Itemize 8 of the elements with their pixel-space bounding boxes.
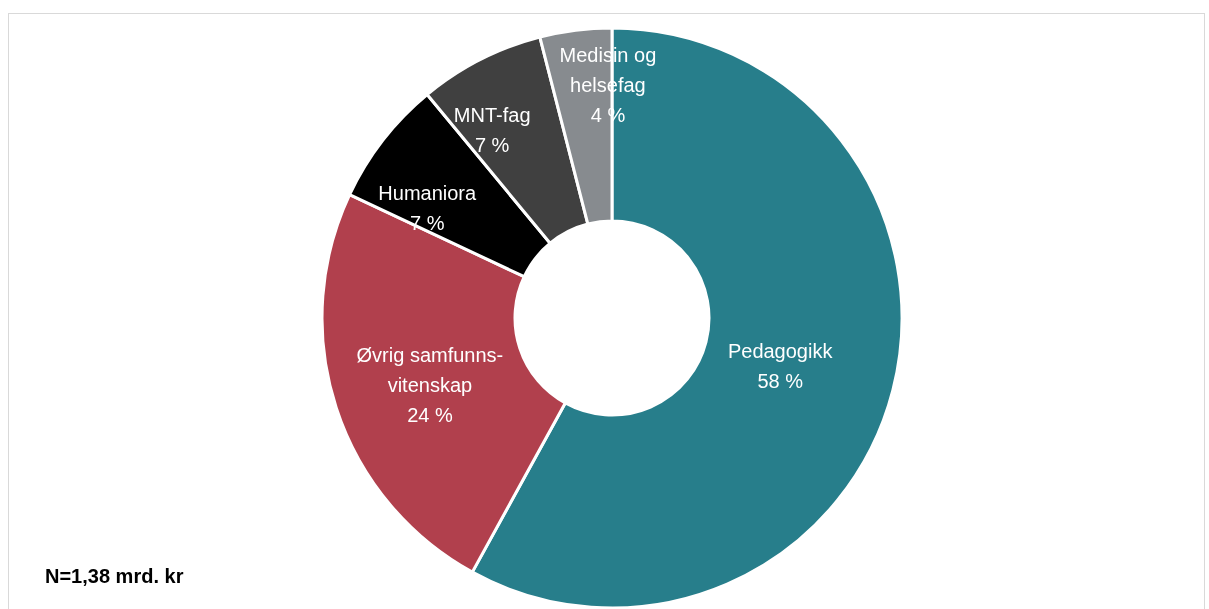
data-label: 7 % bbox=[474, 133, 510, 156]
slice-label: Pedagogikk bbox=[727, 339, 834, 362]
slice-label: MNT-fag bbox=[453, 103, 531, 126]
data-label: 24 % bbox=[407, 403, 453, 426]
slice-label: Humaniora bbox=[378, 182, 478, 205]
text: N=1,38 mrd. kr bbox=[45, 565, 184, 587]
slice-label: Øvrig samfunns- vitenskap bbox=[356, 343, 504, 396]
data-label: 58 % bbox=[757, 369, 804, 392]
